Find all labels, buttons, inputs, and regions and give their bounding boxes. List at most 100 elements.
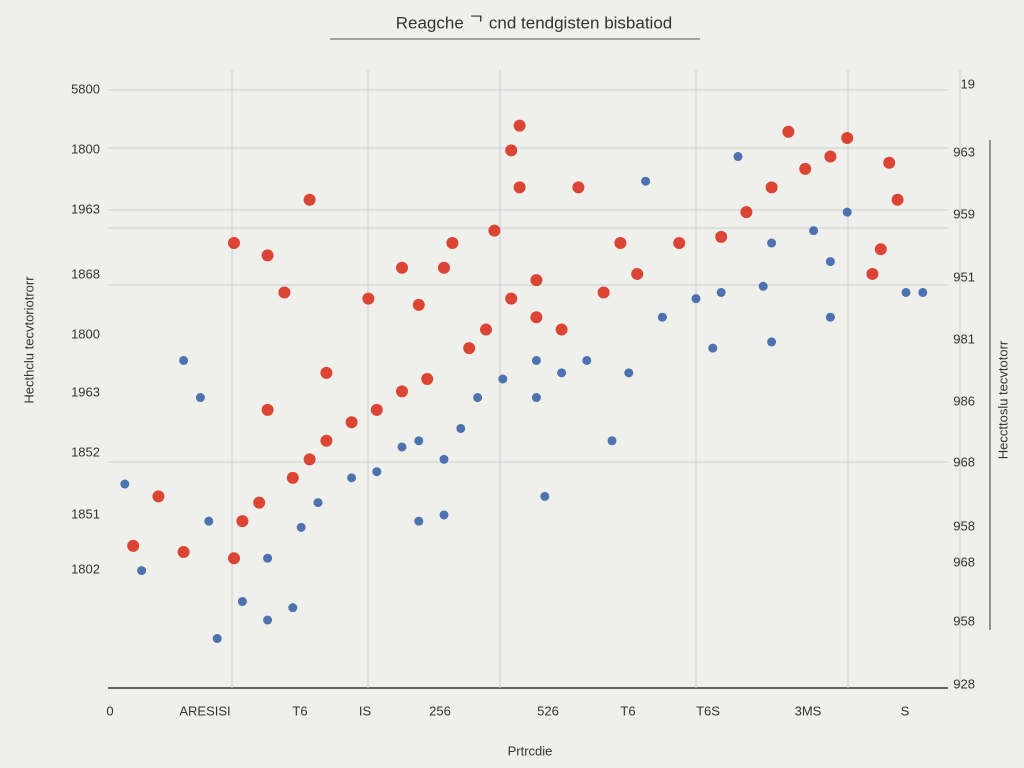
y2-tick-label: 981 [953,331,975,346]
point [765,181,778,194]
point [236,515,249,528]
point [313,498,323,508]
point [120,479,130,489]
point [438,261,450,274]
y-tick-label: 1800 [71,326,100,341]
point [228,552,240,565]
point [631,267,644,280]
point [303,453,316,466]
point [179,355,189,365]
point [607,436,617,446]
point [237,596,247,606]
x-tick-label: 3MS [795,703,822,718]
point [204,516,214,526]
point [557,368,567,378]
point [513,119,526,132]
point [488,224,501,237]
point [733,152,743,162]
point [278,286,291,299]
x-tick-label: IS [359,703,372,718]
point [505,292,518,305]
point [555,323,568,336]
point [463,342,476,355]
y2-tick-label: 951 [953,269,975,284]
point [540,491,550,501]
point [716,287,726,297]
point [228,237,240,250]
point [473,393,483,403]
point [303,193,316,206]
y2-tick-label: 968 [953,454,975,469]
point [456,423,466,433]
point [825,257,835,267]
point [261,249,274,262]
point [767,337,777,347]
point [286,471,299,484]
x-tick-label: T6 [292,703,307,718]
point [152,490,165,503]
point [362,292,375,305]
point [614,237,627,250]
point [414,516,424,526]
y2-tick-label: 959 [953,206,975,221]
point [421,373,434,385]
y2-tick-label: 19 [961,76,975,91]
y2-tick-label: 928 [953,676,975,691]
y-axis-label: Hecthclu tecvtoriotrorr [21,276,36,404]
point [825,312,835,322]
y-tick-label: 1852 [71,444,100,459]
x-axis-label: Prtrcdie [508,743,553,758]
point [740,206,753,219]
point [347,473,357,483]
point [127,539,140,552]
point [320,366,333,379]
point [480,323,492,336]
point [891,193,904,206]
point [842,207,852,217]
point [691,294,701,304]
x-tick-label: T6S [696,703,720,718]
point [809,226,819,236]
point [799,162,812,175]
point [412,298,425,311]
point [396,385,408,398]
point [918,287,928,297]
point [531,355,541,365]
point [673,237,686,250]
y2-axis-label: Heccttoslu tecvtotorr [995,340,1010,459]
point [530,274,543,287]
point [901,287,911,297]
point [446,237,459,250]
point [530,311,543,324]
point [414,436,424,446]
y-tick-label: 5800 [71,81,100,96]
point [641,176,651,186]
point [177,546,190,559]
point [874,243,887,256]
point [320,434,333,447]
point [572,181,585,194]
y-tick-label: 1868 [71,266,100,281]
point [758,281,768,291]
point [657,312,667,322]
x-tick-label: 526 [537,703,559,718]
y2-tick-label: 968 [953,554,975,569]
point [841,131,854,144]
point [288,603,298,613]
x-tick-label: 0 [106,703,113,718]
y-tick-label: 1802 [71,561,100,576]
point [296,522,306,532]
point [212,634,222,644]
point [253,496,266,509]
point [582,355,592,365]
y-tick-label: 1800 [71,141,100,156]
point [396,261,408,274]
point [397,442,407,452]
point [498,374,508,384]
y2-tick-label: 986 [953,393,975,408]
y-tick-label: 1851 [71,506,100,521]
point [372,467,382,477]
x-tick-label: ARESISI [179,703,230,718]
